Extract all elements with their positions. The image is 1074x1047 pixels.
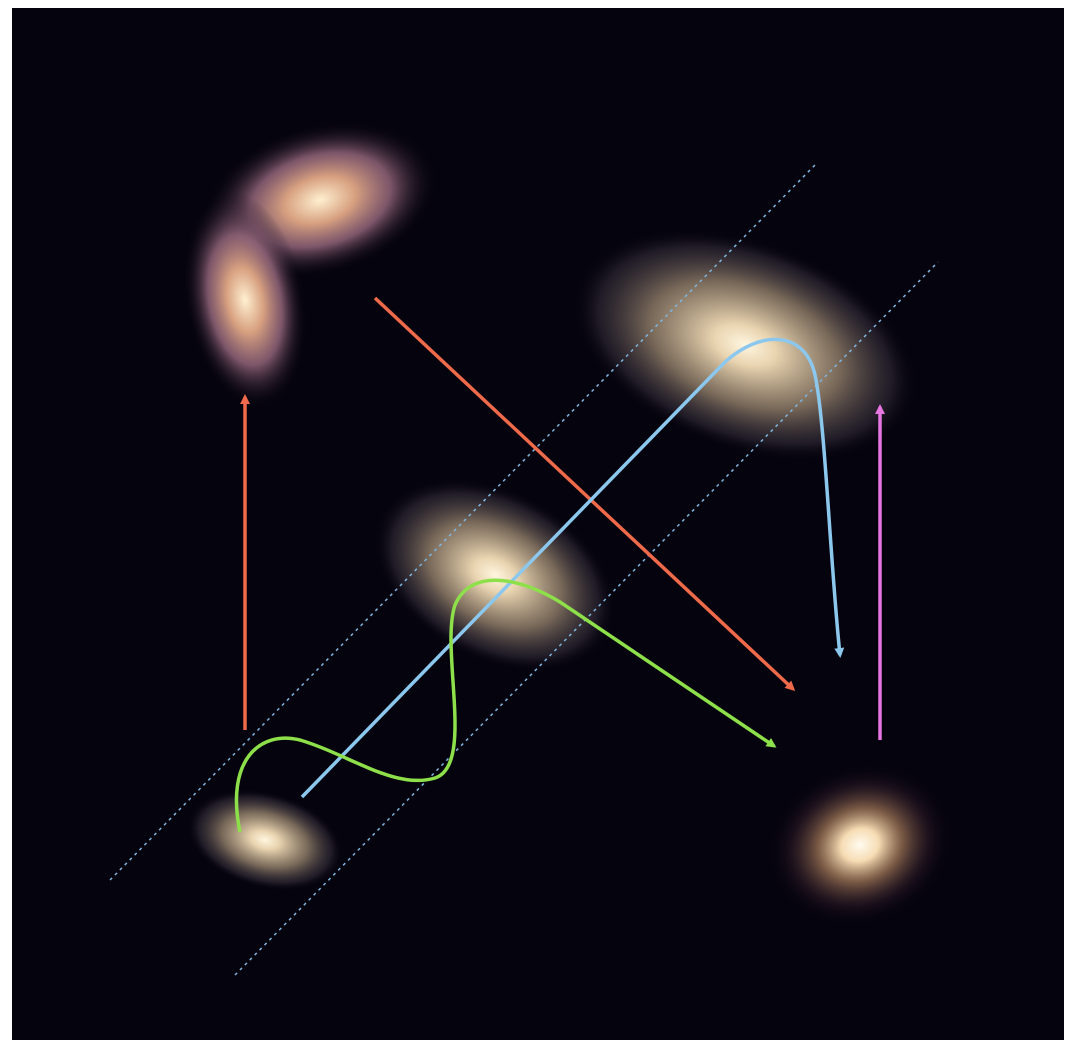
- galaxy-medium-spiral: [373, 478, 617, 672]
- galaxy-elliptical: [766, 763, 954, 927]
- galaxy-merger: [182, 121, 438, 409]
- dotted-line: [234, 261, 939, 976]
- arrow: [234, 578, 777, 833]
- galaxy-small-spiral: [186, 789, 344, 891]
- arrow: [300, 337, 845, 799]
- arrow: [373, 296, 796, 692]
- galaxy-large-spiral: [572, 228, 918, 462]
